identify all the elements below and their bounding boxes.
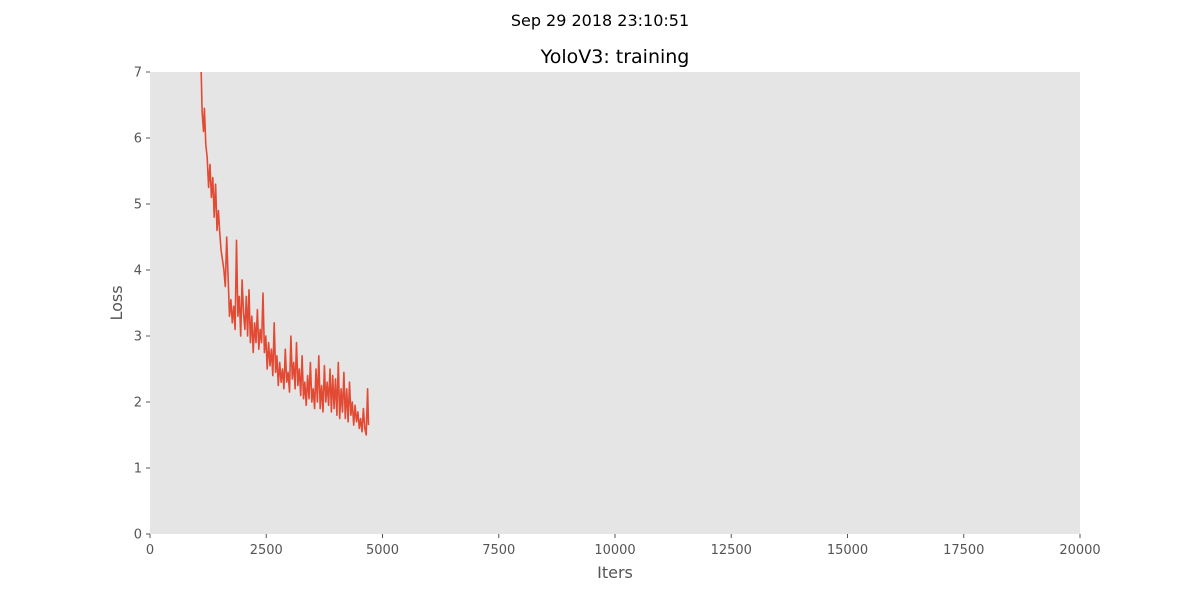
series-layer [200, 71, 370, 436]
y-tick-label: 1 [134, 462, 142, 477]
chart-title: YoloV3: training [540, 46, 690, 68]
x-tick-label: 5000 [366, 543, 399, 558]
x-tick-label: 2500 [250, 543, 283, 558]
x-tick-label: 20000 [1059, 543, 1100, 558]
loss-series-line [200, 71, 370, 436]
figure-suptitle: Sep 29 2018 23:10:51 [511, 11, 689, 30]
y-tick-label: 0 [134, 528, 142, 543]
x-tick-label: 10000 [594, 543, 635, 558]
x-tick-label: 12500 [711, 543, 752, 558]
x-tick-label: 0 [146, 543, 154, 558]
x-axis: 0 2500 5000 7500 10000 12500 15000 17500 20000 [146, 534, 1101, 558]
y-tick-label: 4 [134, 264, 142, 279]
y-tick-label: 7 [134, 66, 142, 81]
x-tick-label: 17500 [943, 543, 984, 558]
x-tick-label: 7500 [482, 543, 515, 558]
y-tick-label: 5 [134, 198, 142, 213]
plot-area [150, 72, 1080, 534]
y-tick-label: 3 [134, 330, 142, 345]
y-axis: 0 1 2 3 4 5 6 7 [134, 66, 150, 543]
x-axis-label: Iters [597, 563, 633, 582]
y-axis-label: Loss [107, 285, 126, 320]
x-tick-label: 15000 [827, 543, 868, 558]
y-tick-label: 2 [134, 396, 142, 411]
y-tick-label: 6 [134, 132, 142, 147]
